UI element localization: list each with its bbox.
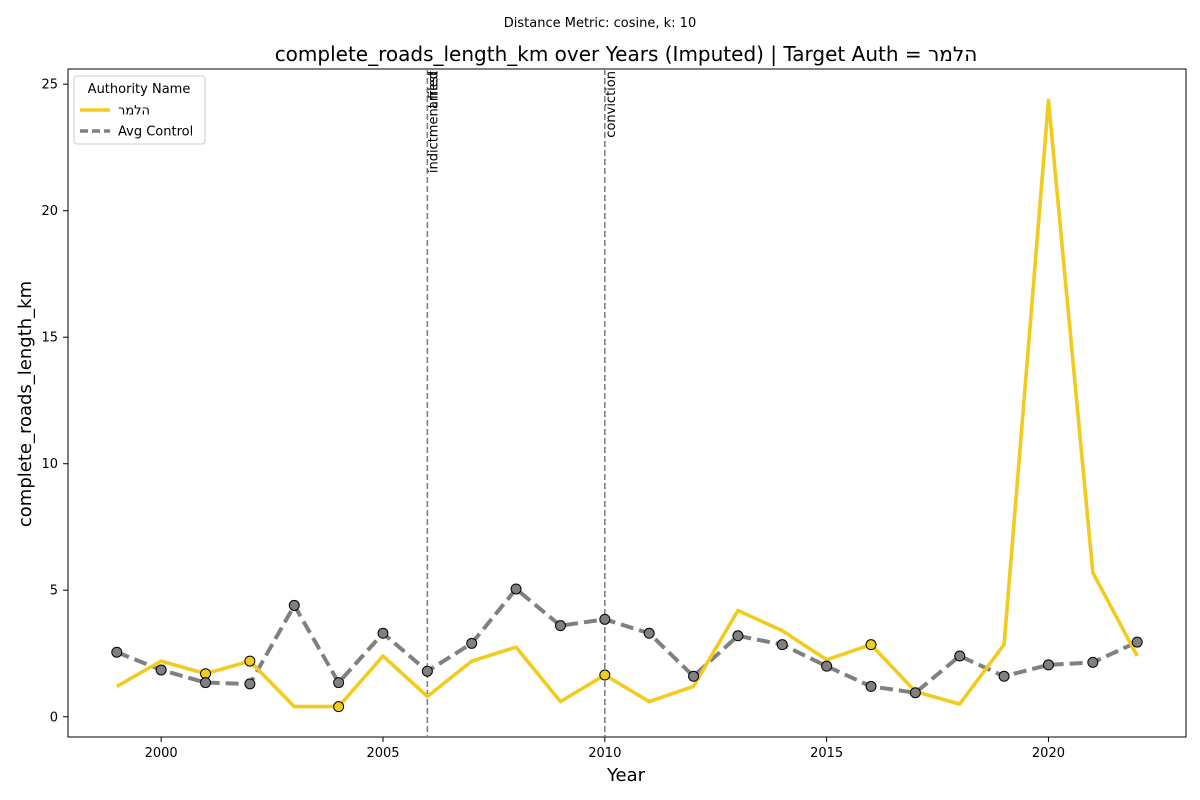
control-point-2014 [776,639,788,651]
legend-title: Authority Name [88,82,191,97]
control-point-2020 [1042,659,1054,671]
control-point-2011 [643,627,655,639]
target-point-2002 [244,655,256,667]
chart-suptitle: Distance Metric: cosine, k: 10 [504,16,696,31]
y-tick-label-25: 25 [41,78,58,93]
control-point-2022 [1131,636,1143,648]
control-point-2002 [244,678,256,690]
x-tick-label-2005: 2005 [366,746,399,761]
control-point-2003 [288,599,300,611]
event-label-2010-0: conviction [604,71,619,138]
y-axis-label: complete_roads_length_km [15,281,36,527]
legend-label-1: Avg Control [118,125,193,140]
axes-frame [67,68,1187,738]
event-label-2006-0: indictment filed [426,71,441,173]
y-tick-label-20: 20 [41,204,58,219]
control-point-1999 [111,646,123,658]
control-point-2004 [333,677,345,689]
control-point-2012 [688,670,700,682]
y-tick-label-15: 15 [41,331,58,346]
plot-area: 2000 2005 2010 2015 2020 0 5 10 15 20 25 indictment… [41,68,1187,761]
control-point-2017 [909,687,921,699]
legend-label-0: הלמר [118,104,150,119]
control-point-2013 [732,630,744,642]
x-tick-label-2010: 2010 [588,746,621,761]
target-point-2010 [599,669,611,681]
control-point-2018 [954,650,966,662]
control-point-2000 [155,664,167,676]
control-point-2006 [421,665,433,677]
control-point-2009 [554,620,566,632]
x-tick-label-2015: 2015 [810,746,843,761]
target-point-2016 [865,639,877,651]
control-point-2021 [1087,656,1099,668]
target-point-2004 [333,701,345,713]
control-point-2015 [821,660,833,672]
control-point-2008 [510,583,522,595]
y-tick-label-0: 0 [50,710,58,725]
control-point-2001 [200,677,212,689]
control-point-2010 [599,613,611,625]
y-tick-label-10: 10 [41,457,58,472]
x-tick-label-2000: 2000 [145,746,178,761]
event-label-2006-1: arrest [426,71,441,109]
control-point-2005 [377,627,389,639]
control-point-2016 [865,680,877,692]
control-point-2007 [466,637,478,649]
series-line-1 [116,587,1139,695]
chart-title: complete_roads_length_km over Years (Imp… [275,42,978,66]
legend-box [73,75,206,145]
control-point-2019 [998,670,1010,682]
y-tick-label-5: 5 [50,584,58,599]
x-tick-label-2020: 2020 [1032,746,1065,761]
x-axis-label: Year [606,765,646,786]
series-line-0 [115,98,1139,709]
